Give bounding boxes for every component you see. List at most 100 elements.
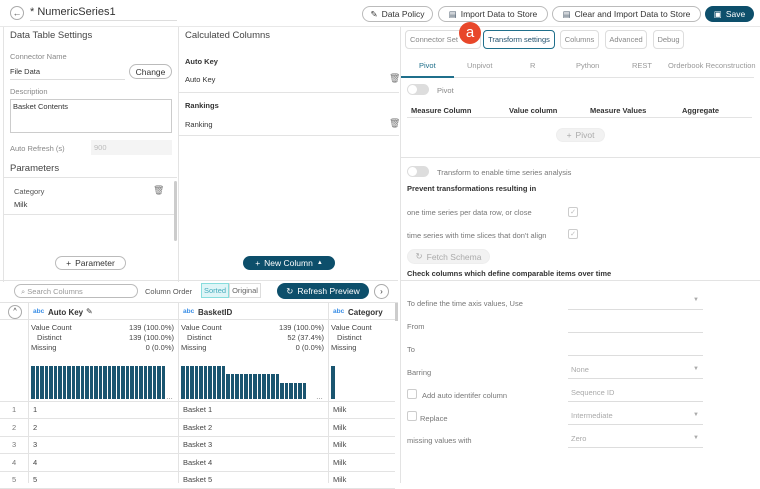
histogram-bar (139, 366, 143, 399)
calc-group-title: Rankings (185, 101, 219, 110)
annotation-badge: a (459, 22, 481, 44)
missing-dropdown[interactable]: Zero ▼ (568, 434, 703, 448)
replace-dropdown[interactable]: Intermediate ▼ (568, 411, 703, 425)
more-icon: … (166, 394, 173, 401)
subtab-3[interactable]: Python (576, 61, 600, 70)
save-button[interactable]: ▣ Save (705, 6, 754, 22)
description-textarea[interactable]: Basket Contents (10, 99, 172, 133)
trash-icon[interactable]: 🗑 (389, 73, 401, 83)
add-parameter-button[interactable]: + Parameter (55, 256, 126, 270)
barring-dropdown[interactable]: None ▼ (568, 365, 703, 379)
tab-2[interactable]: Columns (560, 30, 599, 49)
histogram-bar (289, 382, 293, 399)
column-header[interactable]: Auto Key (48, 308, 84, 317)
histogram-bar (257, 374, 262, 399)
stat-label: Distinct (187, 333, 212, 342)
table-scrollbar[interactable] (395, 303, 398, 321)
histogram-bar (217, 366, 221, 399)
calc-item[interactable]: Ranking (185, 120, 213, 129)
subtab-1[interactable]: Unpivot (467, 61, 493, 70)
histogram-bar (253, 374, 257, 399)
table-row-divider (0, 435, 395, 437)
pivot-col-header: Value column (509, 106, 558, 115)
edit-icon[interactable]: ✎ (86, 307, 93, 316)
table-cell: Milk (333, 422, 347, 432)
back-button[interactable]: ← (10, 6, 24, 20)
tab-4[interactable]: Debug (653, 30, 684, 49)
subtab-2[interactable]: R (530, 61, 536, 70)
database-icon: ▤ (448, 8, 457, 19)
new-column-button[interactable]: + New Column ▲ (243, 256, 335, 270)
collapse-button[interactable]: ^ (8, 305, 22, 319)
histogram-bar (203, 366, 208, 399)
divider (407, 117, 752, 118)
to-input[interactable] (568, 342, 703, 356)
time-series-toggle[interactable] (407, 166, 429, 177)
check1-checkbox[interactable]: ✓ (568, 207, 578, 217)
connector-name-field[interactable]: File Data (10, 67, 125, 80)
pivot-toggle[interactable] (407, 84, 429, 95)
chevron-down-icon: ▼ (693, 366, 699, 372)
subtab-0[interactable]: Pivot (419, 61, 436, 70)
divider (400, 157, 760, 158)
fetch-schema-button[interactable]: ↻ Fetch Schema (407, 249, 490, 264)
calc-item[interactable]: Auto Key (185, 75, 216, 84)
stat-value: 139 (100.0%) (128, 323, 174, 332)
histogram-bar (94, 366, 98, 399)
table-cell: Milk (333, 457, 347, 467)
table-row-divider (0, 470, 395, 472)
description-label: Description (10, 87, 48, 96)
stat-value: 139 (100.0%) (128, 333, 174, 342)
subtab-5[interactable]: Orderbook Reconstruction (668, 61, 756, 70)
divider (28, 302, 29, 483)
search-columns-input[interactable]: ⌕ Search Columns (14, 284, 138, 298)
histogram-bar (298, 382, 302, 399)
original-toggle[interactable]: Original (229, 283, 261, 298)
histogram-bar (190, 366, 194, 399)
tab-0[interactable]: Connector Settings (405, 30, 481, 49)
divider (328, 302, 329, 483)
clear-import-button[interactable]: ▤ Clear and Import Data to Store (552, 6, 701, 22)
check1-label: one time series per data row, or close (407, 208, 532, 217)
column-header[interactable]: Category (348, 308, 383, 317)
subtab-4[interactable]: REST (632, 61, 653, 70)
table-cell: Basket 5 (183, 475, 213, 484)
check2-checkbox[interactable]: ✓ (568, 229, 578, 239)
trash-icon[interactable]: 🗑 (153, 185, 165, 195)
divider (400, 280, 760, 281)
refresh-preview-button[interactable]: ↻ Refresh Preview (277, 283, 369, 299)
data-table-settings-title: Data Table Settings (10, 30, 93, 41)
stat-label: Missing (331, 343, 357, 352)
auto-id-input[interactable]: Sequence ID (568, 388, 703, 402)
import-button[interactable]: ▤ Import Data to Store (438, 6, 548, 22)
chevron-down-icon: ▼ (693, 412, 699, 418)
auto-id-checkbox[interactable] (407, 389, 417, 399)
histogram-bar (262, 374, 266, 399)
change-button[interactable]: Change (129, 64, 172, 79)
time-axis-label: To define the time axis values, Use (407, 299, 523, 308)
replace-checkbox[interactable] (407, 411, 417, 421)
histogram-bar (248, 374, 253, 399)
sorted-toggle[interactable]: Sorted (201, 283, 229, 298)
trash-icon[interactable]: 🗑 (389, 118, 401, 128)
page-title[interactable]: * NumericSeries1 (30, 6, 177, 21)
histogram-bar (40, 366, 44, 399)
next-button[interactable]: › (374, 284, 389, 299)
tab-label: Connector Settings (410, 35, 458, 44)
column-header[interactable]: BasketID (198, 308, 233, 317)
calc-group-title: Auto Key (185, 57, 218, 66)
time-axis-dropdown[interactable]: ▼ (568, 296, 703, 310)
add-pivot-button[interactable]: + Pivot (556, 128, 605, 142)
parameters-scrollbar[interactable] (174, 181, 177, 241)
from-label: From (407, 322, 425, 331)
histogram-bar (58, 366, 62, 399)
tab-3[interactable]: Advanced (605, 30, 647, 49)
histogram-bar (194, 366, 199, 399)
to-label: To (407, 345, 415, 354)
histogram-bar (302, 382, 307, 399)
auto-refresh-input[interactable]: 900 (91, 140, 172, 155)
table-cell: Basket 1 (183, 405, 213, 414)
data-policy-button[interactable]: ✎ Data Policy (362, 6, 433, 22)
tab-1[interactable]: Transform settings (483, 30, 555, 49)
from-input[interactable] (568, 319, 703, 333)
